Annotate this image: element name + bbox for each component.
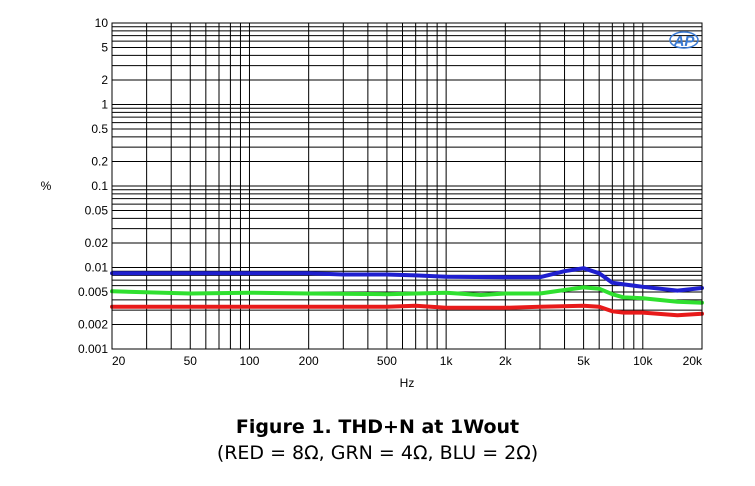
x-tick-labels: 20 50 100 200 500 1k 2k 5k 10k 20k <box>112 354 703 368</box>
x-tick-label: 1k <box>440 354 454 368</box>
series-line-1 <box>110 266 704 293</box>
ap-logo: AP <box>669 31 699 50</box>
x-tick-label: 500 <box>377 354 397 368</box>
y-axis-label: % <box>41 179 52 193</box>
y-tick-label: 0.002 <box>78 317 108 331</box>
x-tick-label: 200 <box>299 354 319 368</box>
y-tick-label: 0.5 <box>91 122 108 136</box>
x-tick-label: 20 <box>112 354 126 368</box>
series-line-2 <box>110 285 704 305</box>
grid-lines <box>112 23 702 349</box>
x-tick-label: 10k <box>633 354 653 368</box>
x-tick-label: 2k <box>499 354 513 368</box>
y-tick-label: 2 <box>101 73 108 87</box>
y-tick-label: 1 <box>101 98 108 112</box>
y-tick-label: 0.2 <box>91 154 108 168</box>
plot-frame <box>111 22 703 350</box>
figure-subtitle: (RED = 8Ω, GRN = 4Ω, BLU = 2Ω) <box>216 442 539 464</box>
series-line-3 <box>110 303 704 318</box>
y-tick-labels: 10 5 2 1 0.5 0.2 0.1 0.05 0.02 0.01 0.005 0.002 0.00… <box>78 16 108 356</box>
x-tick-label: 50 <box>184 354 198 368</box>
y-tick-label: 0.05 <box>85 204 109 218</box>
y-tick-label: 0.02 <box>85 236 109 250</box>
x-tick-label: 100 <box>239 354 259 368</box>
figure-title: Figure 1. THD+N at 1Wout <box>235 416 520 438</box>
y-tick-label: 0.005 <box>78 285 108 299</box>
x-tick-label: 20k <box>683 354 703 368</box>
x-tick-label: 5k <box>577 354 591 368</box>
y-tick-label: 10 <box>95 16 109 30</box>
series-lines <box>110 266 704 318</box>
ap-logo-ring <box>669 31 699 49</box>
ap-logo-text: AP <box>673 33 696 50</box>
y-tick-label: 0.01 <box>85 261 109 275</box>
y-tick-label: 0.001 <box>78 342 108 356</box>
x-axis-label: Hz <box>400 376 415 390</box>
thd-chart: 10 5 2 1 0.5 0.2 0.1 0.05 0.02 0.01 0.005 0.002 0.00… <box>41 16 704 390</box>
y-tick-label: 5 <box>101 41 108 55</box>
y-tick-label: 0.1 <box>91 179 108 193</box>
